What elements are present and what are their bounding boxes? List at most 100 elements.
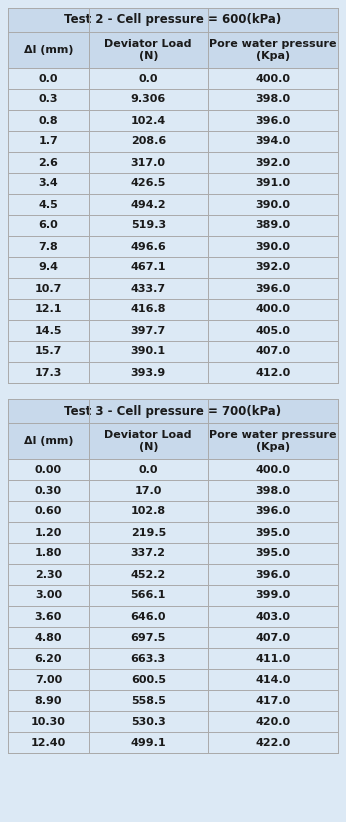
Bar	[8, 423, 338, 459]
Text: 3.00: 3.00	[35, 590, 62, 601]
Bar	[8, 543, 338, 564]
Bar	[8, 278, 338, 299]
Text: 530.3: 530.3	[131, 717, 166, 727]
Text: 422.0: 422.0	[255, 737, 290, 747]
Text: 417.0: 417.0	[255, 695, 290, 705]
Text: 208.6: 208.6	[131, 136, 166, 146]
Text: 0.60: 0.60	[35, 506, 62, 516]
Bar	[8, 522, 338, 543]
Text: 600.5: 600.5	[131, 675, 166, 685]
Text: 390.0: 390.0	[255, 242, 290, 252]
Text: 4.5: 4.5	[38, 200, 58, 210]
Text: 433.7: 433.7	[131, 284, 166, 293]
Text: 646.0: 646.0	[130, 612, 166, 621]
Text: 412.0: 412.0	[255, 367, 290, 377]
Bar	[8, 399, 338, 753]
Bar	[8, 194, 338, 215]
Text: 519.3: 519.3	[131, 220, 166, 230]
Bar	[8, 648, 338, 669]
Bar	[8, 68, 338, 89]
Bar	[8, 501, 338, 522]
Text: 6.20: 6.20	[35, 653, 62, 663]
Bar	[8, 8, 338, 383]
Text: 102.8: 102.8	[131, 506, 166, 516]
Text: 317.0: 317.0	[131, 158, 166, 168]
Text: 3.60: 3.60	[35, 612, 62, 621]
Text: 392.0: 392.0	[255, 158, 290, 168]
Text: 390.1: 390.1	[131, 347, 166, 357]
Text: 2.6: 2.6	[38, 158, 58, 168]
Text: 8.90: 8.90	[35, 695, 62, 705]
Text: Test 2 - Cell pressure = 600(kPa): Test 2 - Cell pressure = 600(kPa)	[64, 13, 282, 26]
Text: 0.0: 0.0	[138, 464, 158, 474]
Text: 391.0: 391.0	[255, 178, 290, 188]
Text: 426.5: 426.5	[130, 178, 166, 188]
Text: 566.1: 566.1	[130, 590, 166, 601]
Text: 393.9: 393.9	[131, 367, 166, 377]
Text: 6.0: 6.0	[38, 220, 58, 230]
Text: 0.3: 0.3	[39, 95, 58, 104]
Text: 1.80: 1.80	[35, 548, 62, 558]
Text: 7.00: 7.00	[35, 675, 62, 685]
Text: 400.0: 400.0	[255, 73, 290, 84]
Bar	[8, 690, 338, 711]
Bar	[8, 152, 338, 173]
Text: Test 3 - Cell pressure = 700(kPa): Test 3 - Cell pressure = 700(kPa)	[64, 404, 282, 418]
Text: 7.8: 7.8	[38, 242, 58, 252]
Text: 467.1: 467.1	[130, 262, 166, 273]
Text: 14.5: 14.5	[35, 326, 62, 335]
Text: 398.0: 398.0	[255, 95, 290, 104]
Bar	[8, 564, 338, 585]
Text: 452.2: 452.2	[131, 570, 166, 580]
Text: 102.4: 102.4	[131, 116, 166, 126]
Text: 17.0: 17.0	[135, 486, 162, 496]
Text: 0.0: 0.0	[138, 73, 158, 84]
Bar	[8, 110, 338, 131]
Text: 403.0: 403.0	[255, 612, 290, 621]
Text: 395.0: 395.0	[255, 548, 290, 558]
Bar	[8, 320, 338, 341]
Text: 405.0: 405.0	[255, 326, 290, 335]
Text: 400.0: 400.0	[255, 304, 290, 315]
Text: 397.7: 397.7	[131, 326, 166, 335]
Bar	[8, 173, 338, 194]
Text: 396.0: 396.0	[255, 284, 290, 293]
Bar	[8, 711, 338, 732]
Text: 1.20: 1.20	[35, 528, 62, 538]
Text: 407.0: 407.0	[255, 347, 290, 357]
Text: 219.5: 219.5	[131, 528, 166, 538]
Text: 2.30: 2.30	[35, 570, 62, 580]
Text: 337.2: 337.2	[131, 548, 166, 558]
Bar	[8, 299, 338, 320]
Text: 416.8: 416.8	[130, 304, 166, 315]
Bar	[8, 480, 338, 501]
Text: 0.00: 0.00	[35, 464, 62, 474]
Text: 15.7: 15.7	[35, 347, 62, 357]
Bar	[8, 257, 338, 278]
Text: 499.1: 499.1	[130, 737, 166, 747]
Bar	[8, 459, 338, 480]
Text: 1.7: 1.7	[38, 136, 58, 146]
Text: 389.0: 389.0	[255, 220, 290, 230]
Text: 10.30: 10.30	[31, 717, 66, 727]
Text: 17.3: 17.3	[35, 367, 62, 377]
Bar	[8, 341, 338, 362]
Bar	[8, 8, 338, 32]
Text: 0.8: 0.8	[39, 116, 58, 126]
Text: 12.1: 12.1	[35, 304, 62, 315]
Bar	[8, 32, 338, 68]
Text: 398.0: 398.0	[255, 486, 290, 496]
Text: 0.30: 0.30	[35, 486, 62, 496]
Text: 12.40: 12.40	[31, 737, 66, 747]
Text: 0.0: 0.0	[39, 73, 58, 84]
Text: 396.0: 396.0	[255, 506, 290, 516]
Text: 9.306: 9.306	[131, 95, 166, 104]
Text: 400.0: 400.0	[255, 464, 290, 474]
Bar	[8, 89, 338, 110]
Text: Deviator Load
(N): Deviator Load (N)	[104, 430, 192, 452]
Bar	[8, 215, 338, 236]
Bar	[8, 669, 338, 690]
Text: 3.4: 3.4	[38, 178, 58, 188]
Bar	[8, 627, 338, 648]
Text: 411.0: 411.0	[255, 653, 290, 663]
